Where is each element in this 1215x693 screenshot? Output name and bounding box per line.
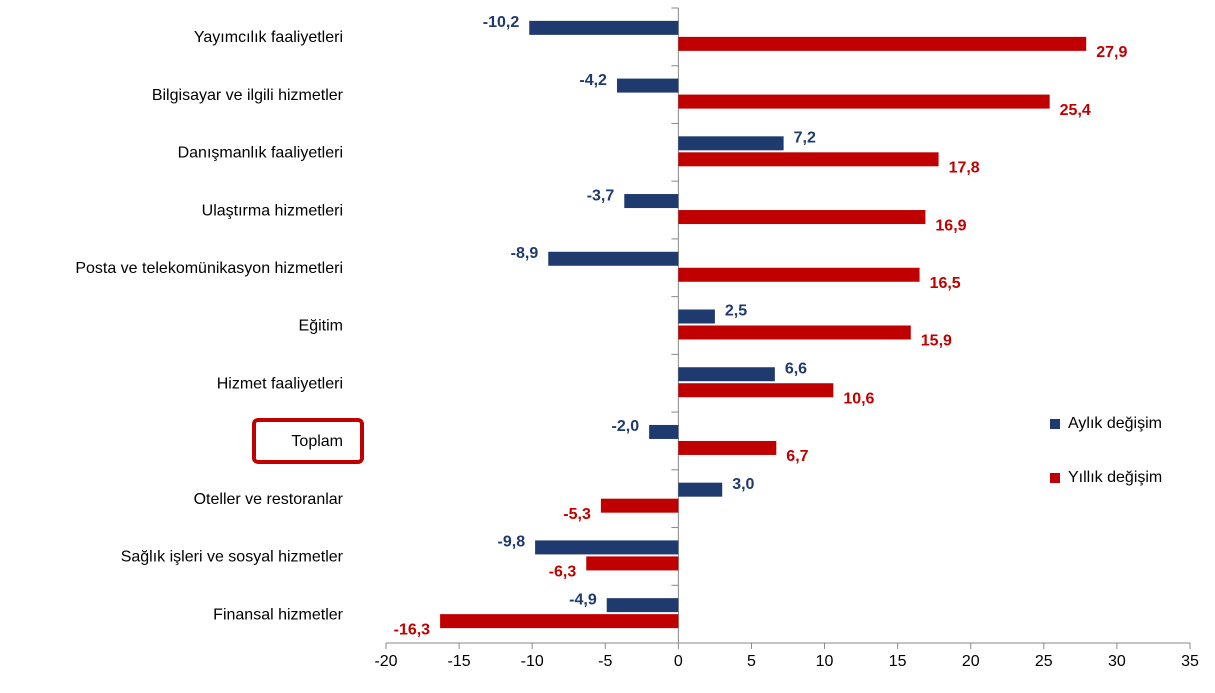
bar [624,194,679,209]
x-tick-label: 0 [674,653,683,670]
data-label: 25,4 [1060,102,1091,119]
highlight-box [252,417,364,464]
x-tick-label: 25 [1035,653,1053,670]
data-label: -4,9 [569,591,597,608]
bar [548,251,679,266]
x-tick-label: -20 [374,653,397,670]
bar [606,598,679,613]
data-label: -10,2 [483,14,520,31]
data-label: -5,3 [563,506,591,523]
category-label: Finansal hizmetler [213,606,344,623]
x-tick-label: -15 [448,653,471,670]
data-label: 6,7 [786,448,808,465]
category-label: Yayımcılık faaliyetleri [194,29,343,46]
bar [586,556,679,571]
x-tick-label: 20 [962,653,980,670]
data-label: 3,0 [732,476,754,493]
bar [678,383,834,398]
bar [616,78,679,93]
category-label: Sağlık işleri ve sosyal hizmetler [121,549,344,566]
x-tick-label: -5 [598,653,612,670]
bar [678,482,723,497]
bar [678,152,939,167]
data-label: -3,7 [587,187,615,204]
data-label: 6,6 [785,360,807,377]
category-label: Toplam [291,433,343,450]
bar [678,309,715,324]
category-label: Eğitim [299,318,343,335]
x-tick-label: 5 [747,653,756,670]
bar [529,20,679,35]
x-tick-label: 35 [1181,653,1199,670]
bar [678,136,784,151]
data-label: 16,5 [930,275,961,292]
bar [678,367,775,382]
legend-swatch [1050,473,1060,483]
bar [678,210,926,225]
legend-swatch [1050,419,1060,429]
data-label: 7,2 [794,130,816,147]
bar [678,325,911,340]
bar [678,267,920,282]
data-label: 17,8 [949,160,980,177]
category-label: Hizmet faaliyetleri [217,375,343,392]
x-tick-label: 15 [889,653,907,670]
data-label: -8,9 [511,245,539,262]
bar [649,424,679,439]
x-tick-label: 30 [1108,653,1126,670]
data-label: -6,3 [549,564,577,581]
bar [678,94,1050,109]
bar [678,440,777,455]
data-label: -2,0 [612,418,640,435]
bar [440,614,679,629]
x-tick-label: 10 [816,653,834,670]
data-label: -9,8 [498,534,526,551]
bar [535,540,679,555]
data-label: -4,2 [579,72,607,89]
category-label: Bilgisayar ve ilgili hizmetler [152,87,344,104]
data-label: 27,9 [1096,44,1127,61]
x-tick-label: -10 [521,653,544,670]
bar [600,498,679,513]
category-label: Oteller ve restoranlar [194,491,344,508]
legend-label: Aylık değişim [1068,415,1162,432]
data-label: 10,6 [843,390,874,407]
data-label: 15,9 [921,333,952,350]
data-label: -16,3 [394,621,431,638]
data-label: 2,5 [725,303,747,320]
category-label: Danışmanlık faaliyetleri [178,145,343,162]
data-label: 16,9 [935,217,966,234]
legend-label: Yıllık değişim [1068,469,1162,486]
category-label: Posta ve telekomünikasyon hizmetleri [75,260,343,277]
category-label: Ulaştırma hizmetleri [202,202,343,219]
bar [678,36,1087,51]
